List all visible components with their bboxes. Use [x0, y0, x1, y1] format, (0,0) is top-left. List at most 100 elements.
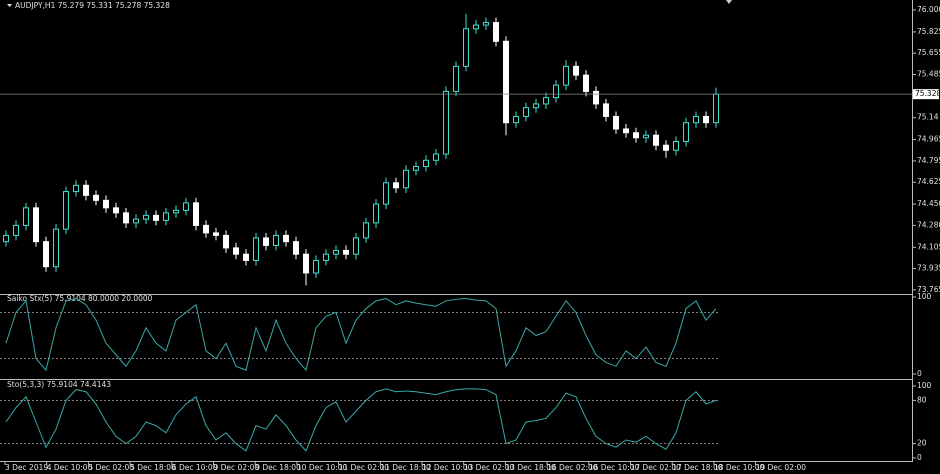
- candle-body: [43, 241, 49, 268]
- candle-body: [183, 202, 189, 211]
- y-tick-label: 73.765: [917, 285, 940, 294]
- x-tick-label: 18 Dec 10:00: [714, 463, 765, 472]
- candle-body: [383, 182, 389, 205]
- candle-body: [53, 228, 59, 268]
- indicator-line: [5, 388, 717, 452]
- indicator-title: Sto(5,3,3) 75.9104 74.4143: [7, 380, 111, 389]
- candle-body: [413, 166, 419, 171]
- candle-body: [343, 249, 349, 255]
- y-tick-label: 74.450: [917, 199, 940, 208]
- y-tick-label: 100: [917, 292, 932, 301]
- y-tick-label: 74.795: [917, 156, 940, 165]
- y-tick-label: 0: [917, 369, 922, 378]
- candle-body: [713, 93, 719, 124]
- x-tick-label: 11 Dec 18:00: [380, 463, 431, 472]
- candle-body: [173, 209, 179, 214]
- candle-body: [253, 237, 259, 261]
- candle-body: [663, 144, 669, 151]
- candle-body: [273, 234, 279, 246]
- candle-body: [223, 234, 229, 249]
- candle-body: [203, 224, 209, 234]
- candle-body: [553, 84, 559, 99]
- indicator-line: [5, 298, 717, 372]
- last-price-box: [913, 89, 939, 100]
- y-tick-label: 0: [917, 453, 922, 462]
- candle-body: [673, 140, 679, 151]
- candle-body: [93, 194, 99, 201]
- candle-body: [33, 207, 39, 243]
- candle-body: [393, 182, 399, 189]
- y-tick-label: 100: [917, 381, 932, 390]
- candle-body: [603, 103, 609, 117]
- x-tick-label: 12 Dec 10:00: [422, 463, 473, 472]
- candle-body: [143, 214, 149, 220]
- symbol-menu[interactable]: [7, 4, 12, 7]
- candle-body: [23, 207, 29, 226]
- candle-body: [263, 237, 269, 246]
- x-tick-label: 16 Dec 02:00: [547, 463, 598, 472]
- candle-body: [693, 115, 699, 124]
- y-tick-label: 80: [917, 395, 927, 404]
- x-tick-label: 9 Dec 18:00: [255, 463, 301, 472]
- x-tick-label: 4 Dec 10:00: [47, 463, 93, 472]
- candle-body: [703, 115, 709, 124]
- candle-body: [13, 224, 19, 236]
- y-tick-label: 74.965: [917, 135, 940, 144]
- candle-body: [563, 65, 569, 86]
- candle-body: [153, 214, 159, 221]
- candle-body: [623, 128, 629, 134]
- y-tick-label: 20: [917, 439, 927, 448]
- candle-body: [163, 212, 169, 221]
- y-tick-label: 74.625: [917, 177, 940, 186]
- chart-title: AUDJPY,H1 75.279 75.331 75.278 75.328: [15, 1, 170, 10]
- candle-body: [423, 159, 429, 168]
- candle-body: [313, 259, 319, 274]
- candle-body: [233, 247, 239, 255]
- x-tick-label: 17 Dec 02:00: [631, 463, 682, 472]
- candle-body: [103, 199, 109, 209]
- candle-body: [373, 203, 379, 224]
- candle-body: [513, 115, 519, 124]
- candle-body: [613, 115, 619, 130]
- candle-body: [213, 232, 219, 236]
- candle-body: [523, 107, 529, 117]
- candle-body: [543, 97, 549, 105]
- x-tick-label: 16 Dec 10:00: [589, 463, 640, 472]
- candle-body: [73, 184, 79, 193]
- x-tick-label: 9 Dec 02:00: [214, 463, 260, 472]
- x-tick-label: 5 Dec 02:00: [88, 463, 134, 472]
- candle-body: [133, 218, 139, 224]
- x-tick-label: 5 Dec 18:00: [130, 463, 176, 472]
- x-tick-label: 11 Dec 02:00: [339, 463, 390, 472]
- x-tick-label: 10 Dec 10:00: [297, 463, 348, 472]
- candle-body: [533, 103, 539, 109]
- candle-body: [593, 90, 599, 105]
- candle-body: [633, 132, 639, 139]
- shift-marker: [726, 0, 732, 4]
- y-tick-label: 73.935: [917, 264, 940, 273]
- candle-body: [493, 22, 499, 42]
- candle-body: [653, 134, 659, 146]
- candle-body: [113, 207, 119, 214]
- candle-body: [463, 28, 469, 67]
- indicator-title: Saiko Stx(5) 75.9104 80.0000 20.0000: [7, 294, 153, 303]
- x-tick-label: 13 Dec 02:00: [464, 463, 515, 472]
- candle-body: [363, 222, 369, 239]
- candle-body: [473, 24, 479, 30]
- candle-body: [503, 40, 509, 124]
- candle-body: [433, 153, 439, 161]
- candle-body: [583, 74, 589, 92]
- candle-body: [443, 90, 449, 155]
- candle-body: [323, 253, 329, 261]
- y-tick-label: 76.000: [917, 5, 940, 14]
- x-tick-label: 6 Dec 10:00: [172, 463, 218, 472]
- y-tick-label: 74.280: [917, 220, 940, 229]
- candle-body: [283, 234, 289, 243]
- candle-body: [123, 212, 129, 224]
- x-tick-label: 17 Dec 18:00: [672, 463, 723, 472]
- candle-body: [483, 22, 489, 26]
- candle-body: [573, 65, 579, 76]
- candle-body: [643, 134, 649, 139]
